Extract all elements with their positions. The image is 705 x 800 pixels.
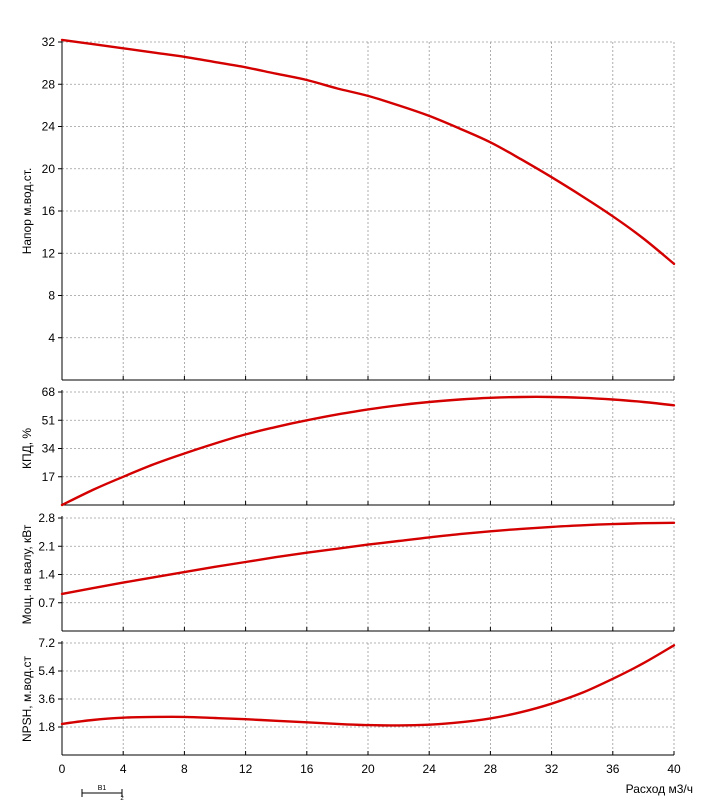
y-tick-label: 28: [42, 77, 56, 91]
x-tick-label: 36: [606, 762, 620, 776]
y-axis-title: КПД, %: [20, 428, 34, 469]
y-tick-label: 32: [42, 35, 56, 49]
x-axis-title: Расход м3/ч: [626, 782, 693, 796]
y-tick-label: 3.6: [38, 692, 55, 706]
x-tick-label: 32: [545, 762, 559, 776]
y-axis-title: Мощ. на валу, кВт: [20, 524, 34, 624]
x-tick-label: 16: [300, 762, 314, 776]
y-tick-label: 2.8: [38, 511, 55, 525]
y-tick-label: 24: [42, 120, 56, 134]
y-tick-label: 0.7: [38, 596, 55, 610]
x-tick-label: 28: [484, 762, 498, 776]
y-tick-label: 1.8: [38, 720, 55, 734]
y-tick-label: 1.4: [38, 568, 55, 582]
y-tick-label: 20: [42, 162, 56, 176]
x-tick-label: 20: [361, 762, 375, 776]
x-tick-label: 0: [59, 762, 66, 776]
y-tick-label: 34: [42, 442, 56, 456]
y-axis-title: NPSH, м.вод.ст: [20, 655, 34, 742]
y-tick-label: 17: [42, 470, 56, 484]
x-tick-label: 12: [239, 762, 253, 776]
series-line: [60, 395, 676, 507]
series-line: [60, 644, 676, 727]
y-tick-label: 2.1: [38, 539, 55, 553]
y-tick-label: 5.4: [38, 664, 55, 678]
y-tick-label: 4: [48, 331, 55, 345]
series-line: [60, 38, 676, 265]
y-tick-label: 51: [42, 413, 56, 427]
series-line: [60, 521, 676, 596]
x-tick-label: 24: [423, 762, 437, 776]
footnote-sub: 2: [120, 796, 124, 800]
footnote-label: B1: [98, 785, 107, 792]
y-tick-label: 16: [42, 204, 56, 218]
x-tick-label: 8: [181, 762, 188, 776]
y-tick-label: 12: [42, 246, 56, 260]
y-axis-title: Напор м.вод.ст.: [20, 168, 34, 255]
y-tick-label: 7.2: [38, 636, 55, 650]
y-tick-label: 68: [42, 385, 56, 399]
x-tick-label: 4: [120, 762, 127, 776]
x-tick-label: 40: [667, 762, 681, 776]
y-tick-label: 8: [48, 289, 55, 303]
